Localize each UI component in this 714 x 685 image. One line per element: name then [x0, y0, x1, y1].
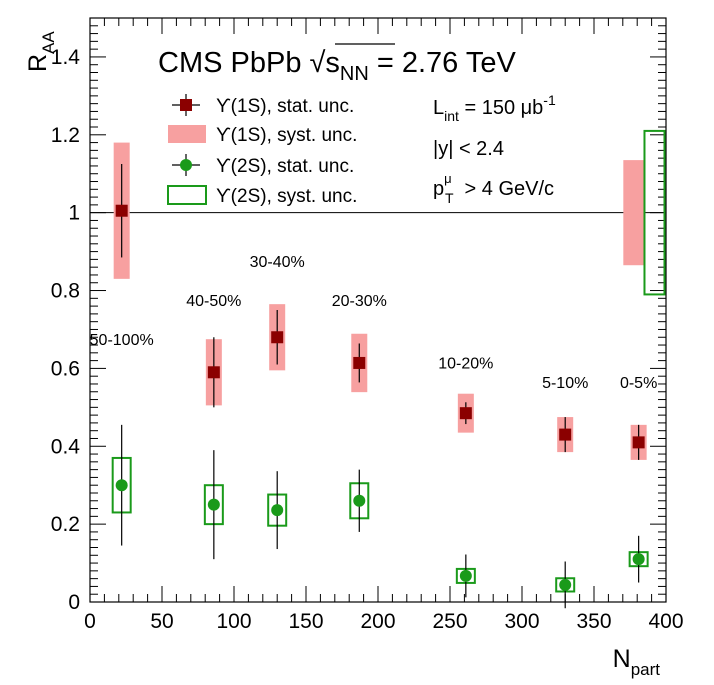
u1s-point — [115, 204, 128, 217]
y-tick-label: 1.2 — [51, 124, 80, 147]
pt-sup: μ — [444, 171, 452, 186]
legend-entry-label: ϒ(1S), stat. unc. — [216, 96, 354, 117]
u2s-point — [459, 569, 472, 582]
chart-title-energy: = 2.76 TeV — [369, 47, 517, 79]
u1s-point — [559, 428, 572, 441]
y-tick-label: 0.4 — [51, 435, 81, 458]
luminosity-label: Lint = 150 μb-1 — [433, 92, 556, 124]
pt-sub: T — [445, 190, 454, 206]
lumi-sup: -1 — [543, 92, 556, 108]
y-tick-label: 0 — [68, 591, 80, 614]
centrality-label: 50-100% — [90, 332, 154, 349]
y-tick-label: 1 — [68, 202, 80, 225]
legend-u1s-marker — [180, 99, 192, 111]
y-tick-label: 1.4 — [51, 46, 81, 69]
lumi-main: L — [433, 97, 444, 119]
centrality-label: 40-50% — [186, 293, 241, 310]
centrality-label: 10-20% — [438, 355, 493, 372]
u1s-global-syst-box — [623, 160, 646, 266]
legend-entry-label: ϒ(1S), syst. unc. — [216, 125, 357, 146]
x-tick-label: 350 — [576, 610, 611, 633]
x-tick-label: 50 — [150, 610, 173, 633]
x-tick-label: 150 — [288, 610, 323, 633]
x-tick-label: 200 — [360, 610, 395, 633]
x-tick-label: 0 — [84, 610, 96, 633]
u2s-point — [559, 578, 572, 591]
centrality-label: 30-40% — [250, 254, 305, 271]
centrality-label: 20-30% — [332, 293, 387, 310]
chart-labels: 50-100% 40-50% 30-40% 20-30% 10-20% 5-10% 0-5%… — [90, 43, 657, 392]
centrality-label: 5-10% — [542, 375, 588, 392]
u2s-global-syst-box — [643, 129, 666, 296]
chart-title-sub: NN — [340, 63, 369, 85]
x-tick-label: 100 — [216, 610, 251, 633]
legend-u1s-syst-swatch — [168, 125, 206, 143]
y-tick-label: 0.6 — [51, 357, 80, 380]
pt-cut-label: pμ T > 4 GeV/c — [433, 171, 554, 206]
u2s-point — [115, 479, 128, 492]
chart-title-main: CMS PbPb √s — [158, 47, 340, 79]
data-marks — [90, 129, 666, 609]
x-axis-label-sub: part — [631, 660, 661, 679]
lumi-sub: int — [444, 108, 459, 124]
axes: 0 50 100 150 200 250 300 350 400 0 0.2 0.4 0.6 0.8 1 1.… — [24, 17, 684, 679]
u1s-point — [353, 356, 366, 369]
x-tick-label: 400 — [648, 610, 683, 633]
y-axis-label: RAA — [24, 31, 58, 72]
chart-title: CMS PbPb √sNN = 2.76 TeV — [158, 47, 516, 85]
y-axis-label-main: R — [24, 54, 52, 72]
u2s-point — [632, 553, 645, 566]
x-tick-label: 250 — [432, 610, 467, 633]
x-axis-label: Npart — [613, 645, 661, 679]
lumi-value: = 150 μb — [459, 97, 543, 119]
legend-entry-label: ϒ(2S), stat. unc. — [216, 156, 354, 177]
y-tick-label: 0.8 — [51, 280, 80, 303]
legend-u2s-syst-swatch — [167, 185, 207, 205]
legend-entry-label: ϒ(2S), syst. unc. — [216, 186, 357, 207]
u2s-point — [271, 504, 284, 517]
legend: ϒ(1S), stat. unc. ϒ(1S), syst. unc. ϒ(2S),… — [167, 94, 357, 207]
u1s-point — [207, 366, 220, 379]
legend-u2s-marker — [180, 159, 192, 171]
centrality-label: 0-5% — [620, 375, 657, 392]
u2s-point — [207, 498, 220, 511]
pt-value: > 4 GeV/c — [459, 178, 554, 200]
x-tick-label: 300 — [504, 610, 539, 633]
u2s-point — [353, 494, 366, 507]
y-axis-label-sub: AA — [39, 31, 58, 54]
x-axis-label-main: N — [613, 645, 631, 673]
pt-main: p — [433, 178, 444, 200]
rapidity-label: |y| < 2.4 — [433, 138, 504, 160]
u1s-point — [271, 331, 284, 344]
u1s-point — [459, 407, 472, 420]
u1s-point — [632, 436, 645, 449]
y-tick-label: 0.2 — [51, 513, 80, 536]
